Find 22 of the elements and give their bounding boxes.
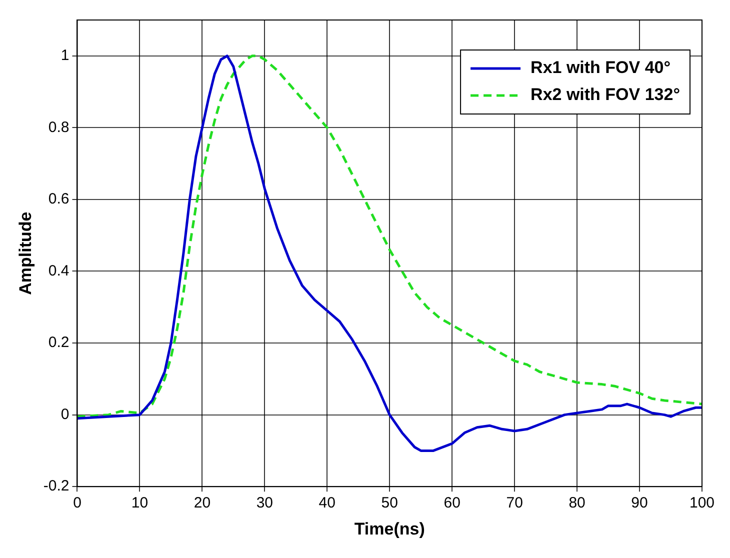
y-axis-title: Amplitude [16,212,35,295]
x-tick-label: 50 [381,494,398,512]
y-tick-label: 1 [60,47,70,64]
x-tick-label: 30 [256,494,274,512]
x-tick-label: 60 [444,494,460,512]
y-tick-label: 0.2 [48,334,70,352]
y-tick-label: 0.8 [48,118,70,136]
y-tick-label: 0 [60,406,70,423]
legend-label: Rx1 with FOV 40° [530,58,671,78]
x-tick-label: 80 [568,494,586,512]
y-tick-label: 0.4 [48,262,70,280]
y-tick-label: 0.6 [48,190,70,208]
x-tick-label: 90 [631,494,648,512]
x-tick-label: 100 [689,494,715,512]
x-axis-title: Time(ns) [354,519,425,538]
x-tick-label: 20 [194,494,211,512]
x-tick-label: 40 [318,494,336,512]
y-tick-label: -0.2 [43,478,70,495]
x-tick-label: 0 [73,494,82,512]
legend-label: Rx2 with FOV 132° [530,85,680,104]
x-tick-label: 10 [131,494,148,512]
x-tick-label: 70 [506,494,523,512]
